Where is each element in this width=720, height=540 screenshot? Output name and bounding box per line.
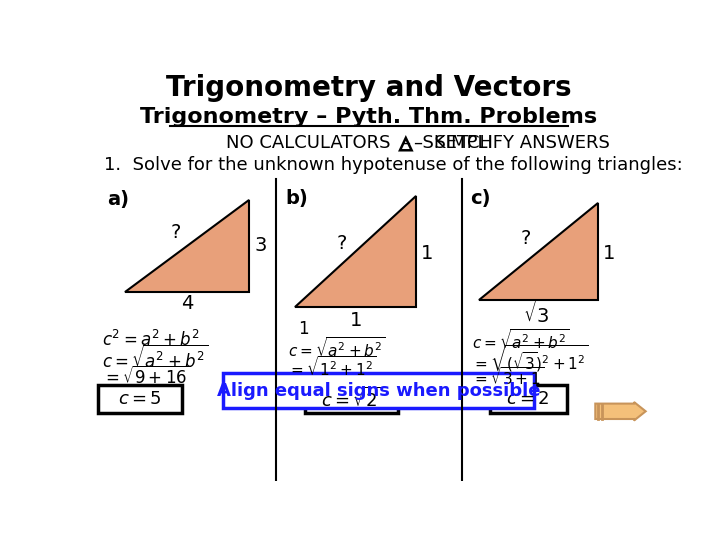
Text: b): b)	[285, 188, 308, 207]
Text: –  SIMPLIFY ANSWERS: – SIMPLIFY ANSWERS	[414, 134, 610, 152]
Text: 1.  Solve for the unknown hypotenuse of the following triangles:: 1. Solve for the unknown hypotenuse of t…	[104, 156, 683, 174]
Text: 1: 1	[350, 311, 362, 330]
Text: c): c)	[469, 188, 490, 207]
Text: $1$: $1$	[297, 320, 309, 338]
Text: 4: 4	[181, 294, 193, 313]
Text: $= \sqrt{9 + 16}$: $= \sqrt{9 + 16}$	[102, 366, 190, 388]
Text: $= \sqrt{(\sqrt{3})^2 + 1^2}$: $= \sqrt{(\sqrt{3})^2 + 1^2}$	[472, 343, 589, 374]
Text: $= \sqrt{1^2 + 1^2}$: $= \sqrt{1^2 + 1^2}$	[287, 355, 376, 379]
Text: ?: ?	[521, 228, 531, 247]
Text: $c = 5$: $c = 5$	[117, 390, 161, 408]
Polygon shape	[295, 195, 415, 307]
Text: $c = 2$: $c = 2$	[506, 390, 550, 408]
Text: Trigonometry and Vectors: Trigonometry and Vectors	[166, 74, 572, 102]
Text: $c = \sqrt{a^2 + b^2}$: $c = \sqrt{a^2 + b^2}$	[102, 345, 208, 372]
Text: $= \sqrt{3 + 1}$: $= \sqrt{3 + 1}$	[472, 366, 544, 388]
Polygon shape	[479, 204, 598, 300]
FancyBboxPatch shape	[98, 385, 182, 413]
Text: $c = \sqrt{2}$: $c = \sqrt{2}$	[321, 387, 382, 411]
Text: a): a)	[107, 190, 129, 209]
Text: ?: ?	[337, 234, 347, 253]
Text: $c^2 = a^2 + b^2$: $c^2 = a^2 + b^2$	[102, 329, 199, 350]
FancyBboxPatch shape	[305, 385, 397, 413]
Text: ?: ?	[170, 223, 181, 242]
Text: Trigonometry – Pyth. Thm. Problems: Trigonometry – Pyth. Thm. Problems	[140, 107, 598, 127]
Polygon shape	[125, 200, 249, 292]
Text: $c = \sqrt{a^2 + b^2}$: $c = \sqrt{a^2 + b^2}$	[287, 336, 385, 360]
Text: NO CALCULATORS  –  SKETCH: NO CALCULATORS – SKETCH	[225, 134, 492, 152]
Text: $\sqrt{3}$: $\sqrt{3}$	[523, 300, 554, 327]
Text: $c = \sqrt{a^2 + b^2}$: $c = \sqrt{a^2 + b^2}$	[472, 328, 570, 352]
FancyBboxPatch shape	[223, 373, 534, 408]
FancyArrow shape	[595, 402, 646, 421]
FancyBboxPatch shape	[490, 385, 567, 413]
Text: 3: 3	[254, 237, 266, 255]
Text: 1: 1	[603, 244, 616, 263]
Text: 1: 1	[421, 244, 433, 263]
Text: Align equal signs when possible: Align equal signs when possible	[217, 381, 540, 400]
